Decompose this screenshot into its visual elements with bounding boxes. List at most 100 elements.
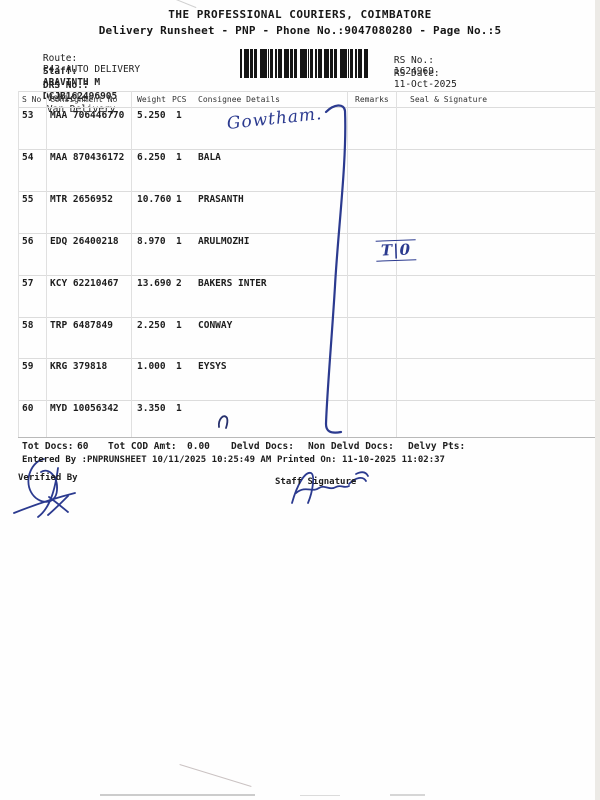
consignee-cell: EYSYS <box>198 361 227 372</box>
col-header-sno: S No <box>22 95 42 104</box>
table-row: 58 TRP 6487849 2.250 1 CONWAY <box>0 320 600 332</box>
consignee-cell: BAKERS INTER <box>198 278 267 289</box>
tot-cod-value: 0.00 <box>187 441 210 452</box>
row-divider <box>18 358 596 359</box>
header-underline <box>18 107 596 108</box>
table-vline <box>18 91 19 437</box>
handwritten-consignee-note: Gowtham. <box>225 104 324 134</box>
pcs-cell: 1 <box>176 403 182 414</box>
sno-cell: 59 <box>22 361 34 372</box>
route-label: Route: <box>42 53 78 64</box>
table-row: 60 MYD 10056342 3.350 1 <box>0 403 600 415</box>
table-top-border <box>18 91 596 92</box>
scan-artifact <box>300 795 340 796</box>
vehicle-label: Vehicle: <box>46 93 93 104</box>
delvy-pts-label: Delvy Pts: <box>408 441 466 452</box>
pcs-cell: 1 <box>176 236 182 247</box>
table-row: 53 MAA 706446770 5.250 1 <box>0 110 600 122</box>
sno-cell: 55 <box>22 194 34 205</box>
row-divider <box>18 191 596 192</box>
table-row: 59 KRG 379818 1.000 1 EYSYS <box>0 361 600 373</box>
sno-cell: 54 <box>22 152 34 163</box>
scan-artifact <box>390 794 425 796</box>
staff-line: Staff: ARAVINTH M <box>20 55 100 99</box>
rs-date-value: 11-Oct-2025 <box>393 79 457 90</box>
weight-cell: 3.350 <box>137 403 166 414</box>
delvd-docs-label: Delvd Docs: <box>231 441 294 452</box>
pen-mark <box>218 415 229 429</box>
weight-cell: 10.760 <box>137 194 172 205</box>
pcs-cell: 1 <box>176 110 182 121</box>
consignment-cell: MAA 706446770 <box>50 110 125 121</box>
row-divider <box>18 275 596 276</box>
table-row: 55 MTR 2656952 10.760 1 PRASANTH <box>0 194 600 206</box>
row-divider <box>18 149 596 150</box>
sno-cell: 57 <box>22 278 34 289</box>
scan-artifact <box>100 794 255 796</box>
staff-label: Staff: <box>42 66 78 77</box>
table-bottom-border <box>18 437 596 438</box>
row-divider <box>18 400 596 401</box>
pcs-cell: 1 <box>176 361 182 372</box>
tot-docs-value: 60 <box>77 441 89 452</box>
table-vline <box>46 91 47 437</box>
table-vline <box>396 91 397 437</box>
table-vline <box>131 91 132 437</box>
weight-cell: 5.250 <box>137 110 166 121</box>
col-header-seal: Seal & Signature <box>410 95 488 104</box>
staff-value: ARAVINTH M <box>42 77 101 88</box>
sno-cell: 56 <box>22 236 34 247</box>
table-row: 54 MAA 870436172 6.250 1 BALA <box>0 152 600 164</box>
pcs-cell: 2 <box>176 278 182 289</box>
consignment-cell: MAA 870436172 <box>50 152 125 163</box>
vehicle-line: Vehicle: Van Delivery <box>24 82 116 126</box>
table-row: 56 EDQ 26400218 8.970 1 ARULMOZHI <box>0 236 600 248</box>
weight-cell: 13.690 <box>137 278 172 289</box>
weight-cell: 1.000 <box>137 361 166 372</box>
tot-docs-label: Tot Docs: <box>22 441 74 452</box>
verified-by-signature <box>13 458 76 518</box>
consignment-cell: KRG 379818 <box>50 361 108 372</box>
consignee-cell: BALA <box>198 152 221 163</box>
rs-no-value: 1624969 <box>393 66 434 77</box>
route-line: Route: P43 AUTO DELIVERY <box>20 42 140 86</box>
company-title: THE PROFESSIONAL COURIERS, COIMBATORE <box>168 8 432 21</box>
verified-by-label: Verified By <box>18 473 78 483</box>
handwritten-seal-note: T|0 <box>375 239 417 262</box>
weight-cell: 8.970 <box>137 236 166 247</box>
col-header-remarks: Remarks <box>355 95 389 104</box>
scan-artifact <box>179 764 252 787</box>
pcs-cell: 1 <box>176 194 182 205</box>
col-header-pcs: PCS <box>172 95 187 104</box>
sno-cell: 60 <box>22 403 34 414</box>
non-delvd-docs-label: Non Delvd Docs: <box>308 441 394 452</box>
consignee-cell: CONWAY <box>198 320 233 331</box>
consignment-cell: MTR 2656952 <box>50 194 113 205</box>
route-value: P43 AUTO DELIVERY <box>42 64 141 75</box>
barcode <box>240 49 368 78</box>
rs-date-label: RS Date: <box>393 68 440 79</box>
consignee-cell: PRASANTH <box>198 194 244 205</box>
runsheet-subtitle: Delivery Runsheet - PNP - Phone No.:9047… <box>98 24 502 37</box>
row-divider <box>18 233 596 234</box>
scan-edge-strip <box>595 0 600 800</box>
sno-cell: 58 <box>22 320 34 331</box>
col-header-consignment: Consignment No <box>50 95 118 104</box>
consignment-cell: MYD 10056342 <box>50 403 119 414</box>
consignment-cell: TRP 6487849 <box>50 320 113 331</box>
entered-by-line: Entered By :PNPRUNSHEET 10/11/2025 10:25… <box>22 455 272 465</box>
weight-cell: 2.250 <box>137 320 166 331</box>
row-divider <box>18 317 596 318</box>
consignee-cell: ARULMOZHI <box>198 236 250 247</box>
sno-cell: 53 <box>22 110 34 121</box>
drs-value: DCJB162496905 <box>42 91 118 102</box>
rs-date-line: RS Date: 11-Oct-2025 <box>371 57 457 101</box>
drs-label: DRS No.: <box>42 80 89 91</box>
printed-on-line: Printed On: 11-10-2025 11:02:37 <box>277 455 445 465</box>
rs-no-label: RS No.: <box>393 55 434 66</box>
drs-line: DRS No.: DCJB162496905 <box>20 69 117 113</box>
vehicle-value: Van Delivery <box>46 104 116 115</box>
col-header-consignee: Consignee Details <box>198 95 280 104</box>
pcs-cell: 1 <box>176 152 182 163</box>
